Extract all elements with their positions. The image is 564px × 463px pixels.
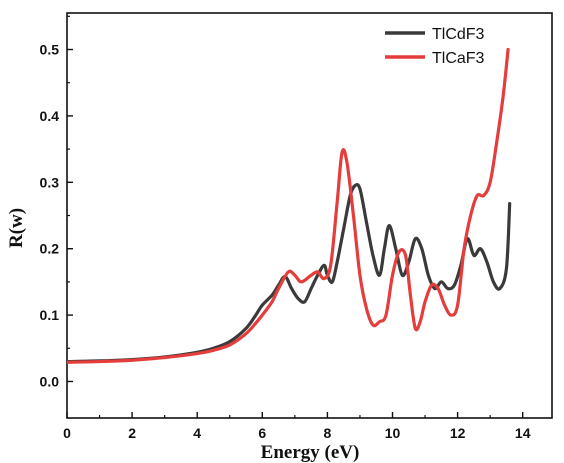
x-tick-label: 4 bbox=[193, 425, 201, 441]
x-tick-label: 2 bbox=[128, 425, 136, 441]
x-tick-label: 0 bbox=[63, 425, 71, 441]
series-line-tlcaf3 bbox=[67, 47, 510, 364]
plot-frame bbox=[66, 12, 553, 419]
x-tick-label: 6 bbox=[258, 425, 266, 441]
y-tick-label: 0.5 bbox=[40, 42, 60, 58]
x-tick-label: 14 bbox=[515, 425, 531, 441]
x-tick-label: 10 bbox=[385, 425, 401, 441]
legend: TlCdF3 TlCaF3 bbox=[385, 26, 485, 67]
legend-label-tlcaf3: TlCaF3 bbox=[432, 50, 485, 67]
x-tick-label: 8 bbox=[324, 425, 332, 441]
axis-ticks bbox=[66, 15, 524, 418]
tick-labels: 0 2 4 6 8 10 12 14 0.0 0.1 0.2 0.3 0.4 0.5 bbox=[40, 42, 531, 441]
y-axis-title: R(w) bbox=[6, 208, 27, 248]
x-tick-label: 12 bbox=[450, 425, 466, 441]
x-axis-title: Energy (eV) bbox=[261, 442, 360, 463]
y-tick-label: 0.3 bbox=[40, 174, 60, 190]
y-tick-label: 0.2 bbox=[40, 241, 60, 257]
y-tick-label: 0.1 bbox=[40, 307, 60, 323]
legend-label-tlcdf3: TlCdF3 bbox=[432, 26, 485, 43]
series-lines bbox=[67, 47, 512, 364]
y-tick-label: 0.4 bbox=[40, 108, 60, 124]
y-tick-label: 0.0 bbox=[40, 373, 60, 389]
